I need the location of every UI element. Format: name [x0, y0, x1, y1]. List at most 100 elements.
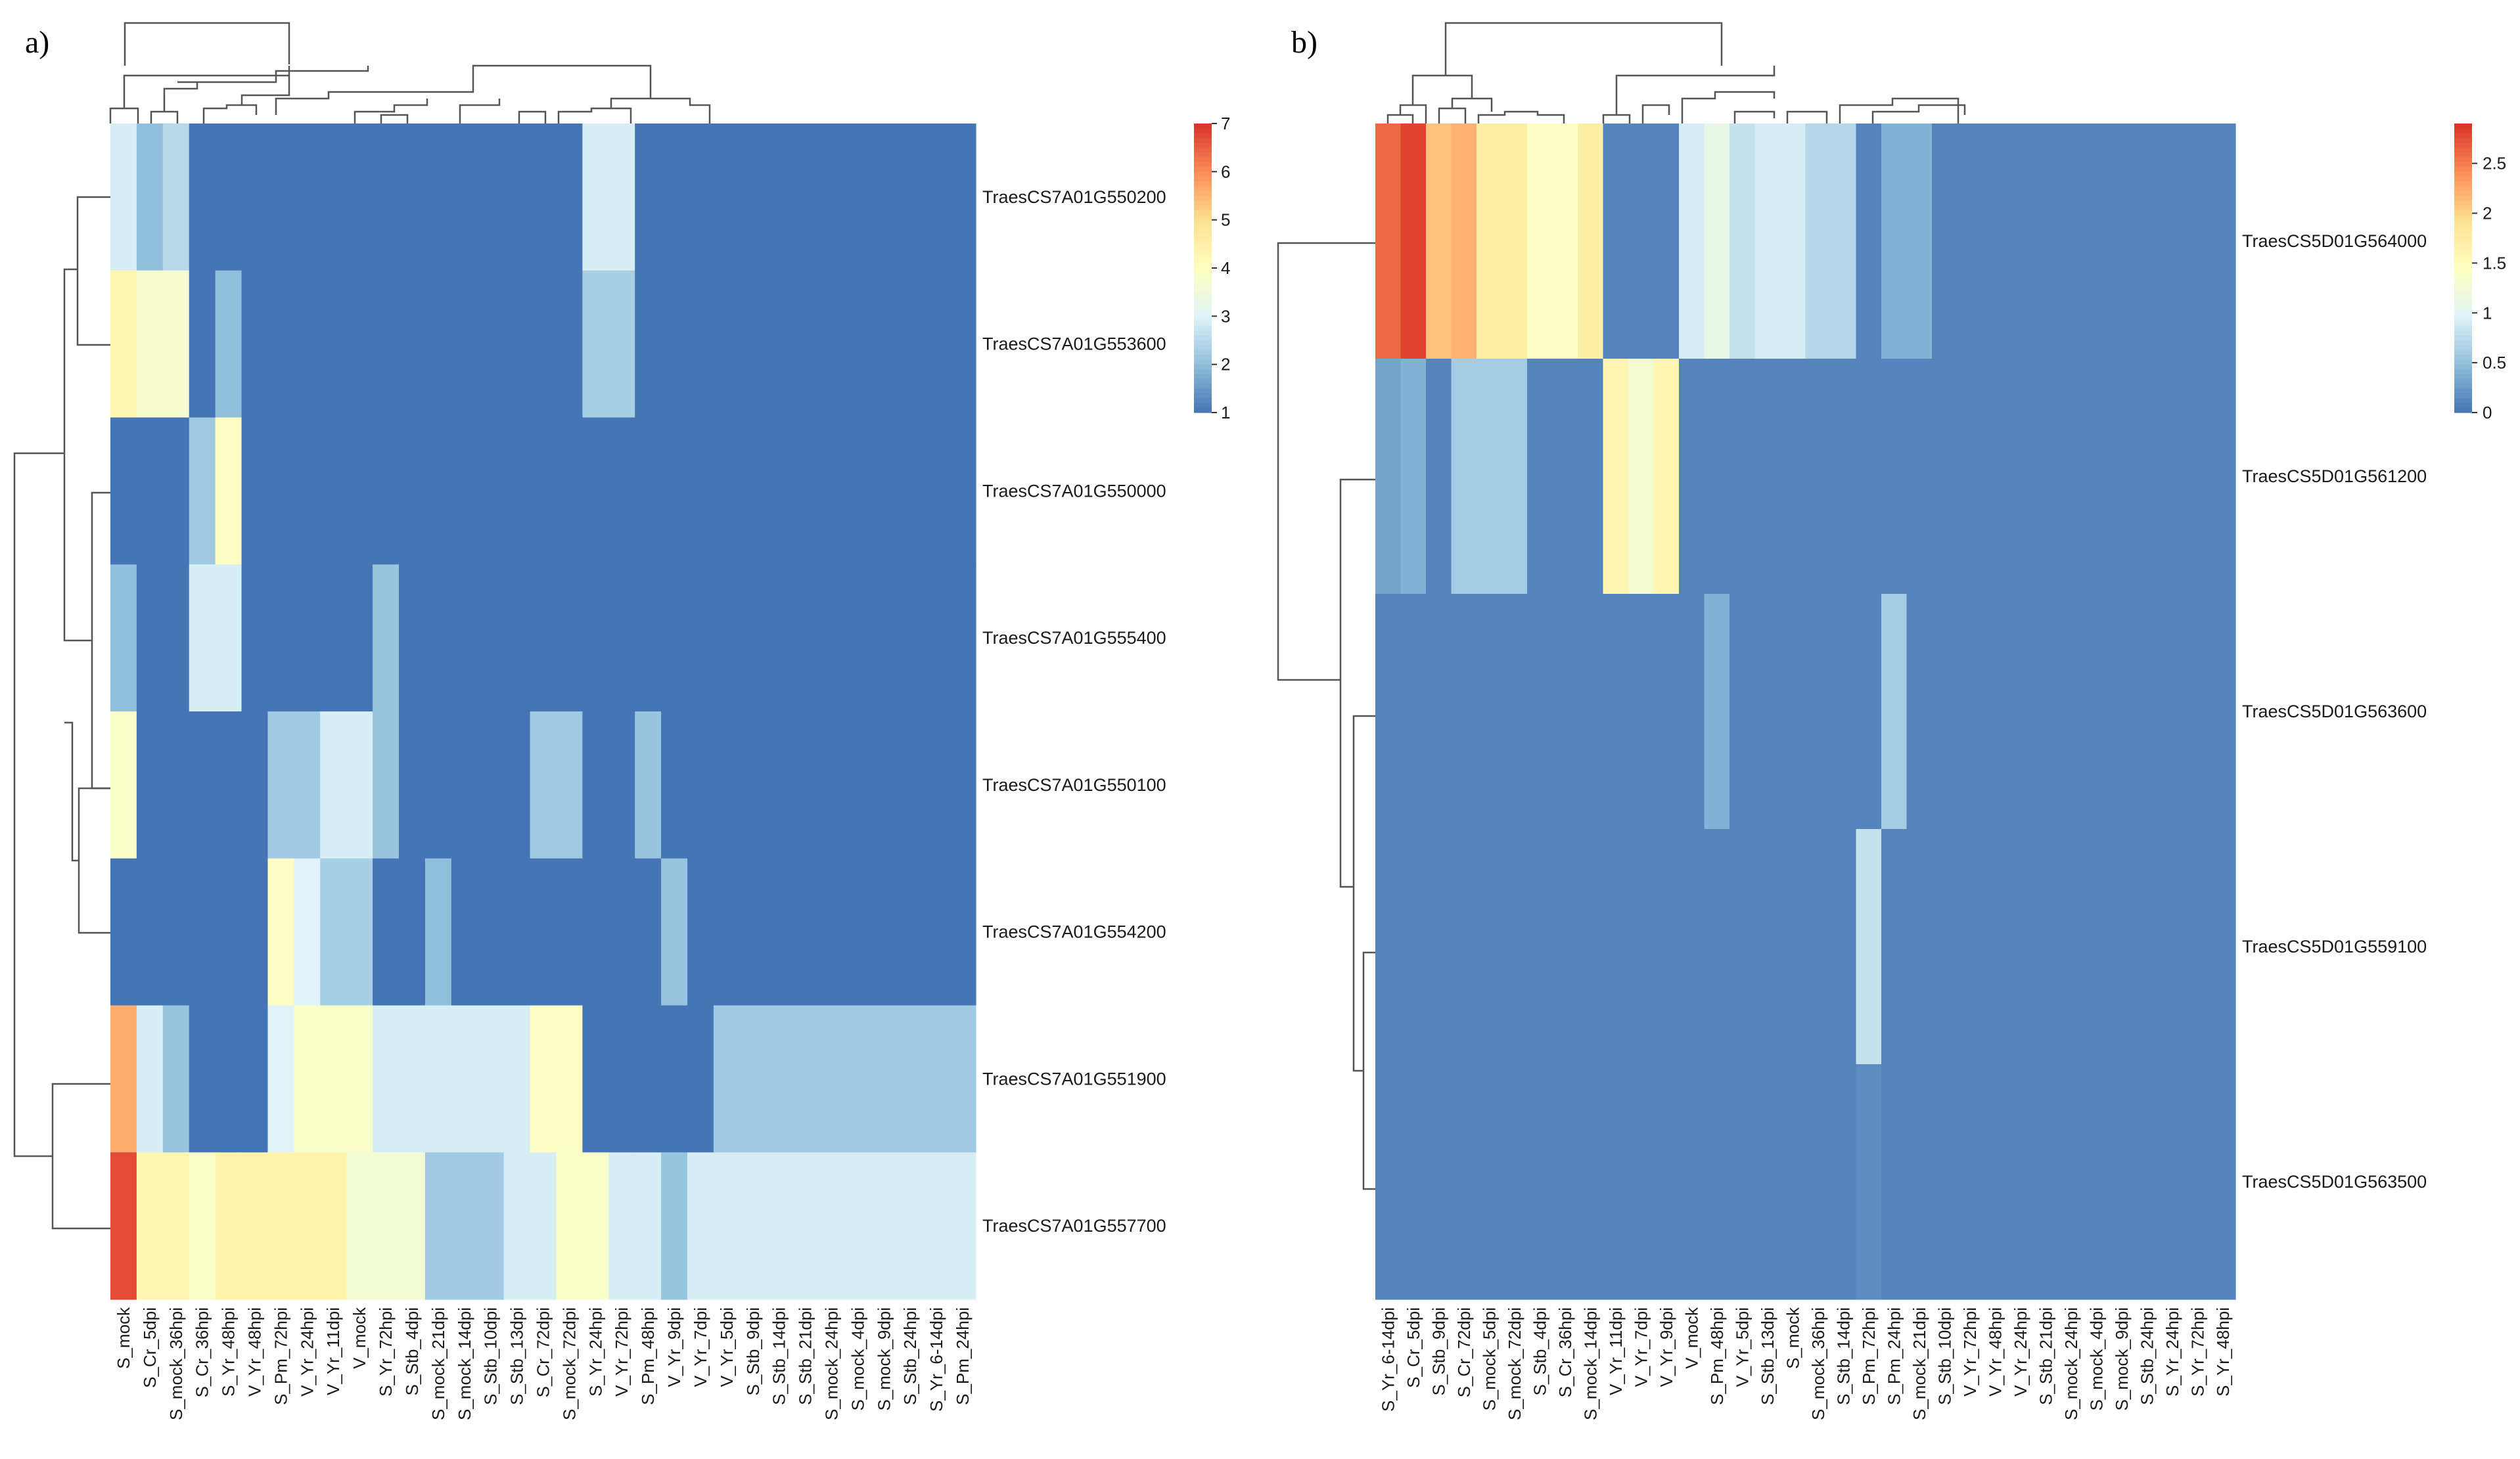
heatmap-cell [530, 711, 557, 859]
dendrogram-branch [109, 107, 139, 123]
heatmap-cell [1375, 359, 1402, 595]
heatmap-cell [1400, 594, 1427, 830]
heatmap-cell [2007, 829, 2034, 1065]
heatmap-cell [1451, 359, 1477, 595]
heatmap-cell [1730, 123, 1756, 359]
colorbar-swatch [2454, 143, 2472, 148]
heatmap-cell [1552, 359, 1578, 595]
column-label: S_Yr_48hpi [219, 1307, 239, 1397]
heatmap-cell [215, 858, 242, 1006]
column-label: S_Stb_9dpi [1429, 1307, 1448, 1395]
heatmap-cell [1704, 829, 1730, 1065]
heatmap-cell [110, 417, 137, 565]
heatmap-cell [1754, 594, 1781, 830]
heatmap-cell [582, 711, 609, 859]
heatmap-cell [1501, 1064, 1528, 1300]
column-label: S_Pm_72hpi [1859, 1307, 1879, 1405]
heatmap-cell [1501, 829, 1528, 1065]
heatmap-cell [687, 417, 714, 565]
heatmap-cell [608, 564, 635, 712]
heatmap-cell [556, 711, 583, 859]
column-label: S_Stb_13dpi [1758, 1307, 1777, 1405]
heatmap-cell [2109, 359, 2135, 595]
heatmap-cell [844, 123, 871, 271]
heatmap-cell [189, 1005, 216, 1153]
heatmap-cell [1780, 594, 1806, 830]
heatmap-cell [739, 858, 767, 1006]
column-label: S_Cr_72dpi [1454, 1307, 1474, 1397]
heatmap-cell [818, 1152, 846, 1300]
column-label: S_mock [1783, 1307, 1802, 1369]
heatmap-cell [661, 1152, 688, 1300]
heatmap-cell [582, 123, 609, 271]
colorbar-swatch [1194, 258, 1212, 264]
heatmap-cell [818, 1005, 846, 1153]
colorbar-swatch [1194, 152, 1212, 158]
heatmap-cell [2084, 1064, 2110, 1300]
colorbar-swatch [2454, 355, 2472, 360]
colorbar-swatch [1194, 162, 1212, 168]
heatmap-cell [477, 564, 505, 712]
heatmap-cell [503, 858, 531, 1006]
colorbar-swatch [1194, 349, 1212, 355]
heatmap-cell [2033, 359, 2059, 595]
heatmap-cell [1501, 594, 1528, 830]
colorbar-swatch [2454, 378, 2472, 384]
heatmap-cell [766, 1005, 793, 1153]
heatmap-cell [136, 1005, 164, 1153]
column-label: S_Cr_36hpi [193, 1307, 212, 1397]
heatmap-cell [267, 711, 294, 859]
colorbar-swatch [1194, 393, 1212, 399]
colorbar-swatch [2454, 215, 2472, 221]
heatmap-cell [1653, 123, 1680, 359]
heatmap-cell [1831, 829, 1857, 1065]
row-label: TraesCS5D01G564000 [2242, 231, 2427, 251]
colorbar-swatch [1194, 263, 1212, 269]
colorbar-swatch [1194, 167, 1212, 172]
heatmap-cell [241, 858, 269, 1006]
heatmap-a-row-dendrogram [13, 196, 110, 1230]
colorbar-swatch [2454, 345, 2472, 351]
heatmap-cell [424, 123, 452, 271]
column-label: S_Yr_24hpi [2163, 1307, 2182, 1397]
colorbar-swatch [1194, 287, 1212, 293]
colorbar-swatch [2454, 326, 2472, 331]
row-label: TraesCS7A01G555400 [982, 628, 1166, 648]
column-label: S_Stb_14dpi [769, 1307, 789, 1405]
colorbar-swatch [2454, 162, 2472, 168]
heatmap-cell [582, 270, 609, 418]
heatmap-cell [189, 270, 216, 418]
heatmap-cell [477, 1152, 505, 1300]
heatmap-cell [608, 1005, 635, 1153]
heatmap-cell [215, 1152, 242, 1300]
heatmap-cell [1957, 594, 1983, 830]
heatmap-cell [503, 270, 531, 418]
heatmap-cell [267, 1152, 294, 1300]
colorbar-tick-label: 1 [2483, 303, 2492, 323]
heatmap-cell [635, 417, 662, 565]
row-label: TraesCS5D01G563500 [2242, 1172, 2427, 1192]
heatmap-cell [661, 858, 688, 1006]
column-label: V_Yr_11dpi [1606, 1307, 1626, 1395]
colorbar-swatch [1194, 340, 1212, 346]
colorbar-tick-label: 0.5 [2483, 353, 2506, 372]
column-label: V_Yr_11dpi [323, 1307, 343, 1395]
dendrogram-branch [64, 721, 79, 862]
heatmap-cell [477, 123, 505, 271]
heatmap-cell [451, 858, 478, 1006]
colorbar-swatch [2454, 263, 2472, 269]
heatmap-cell [713, 564, 741, 712]
heatmap-cell [871, 123, 898, 271]
colorbar-swatch [2454, 186, 2472, 192]
heatmap-cell [1501, 123, 1528, 359]
heatmap-cell [2159, 359, 2186, 595]
colorbar-swatch [2454, 191, 2472, 196]
heatmap-cell [1679, 359, 1705, 595]
heatmap-cell [1375, 123, 1402, 359]
heatmap-cell [136, 123, 164, 271]
heatmap-cell [2084, 123, 2110, 359]
heatmap-cell [2159, 829, 2186, 1065]
column-label: S_Yr_48hpi [2213, 1307, 2233, 1397]
dendrogram-branch [1386, 104, 1427, 123]
heatmap-cell [556, 123, 583, 271]
